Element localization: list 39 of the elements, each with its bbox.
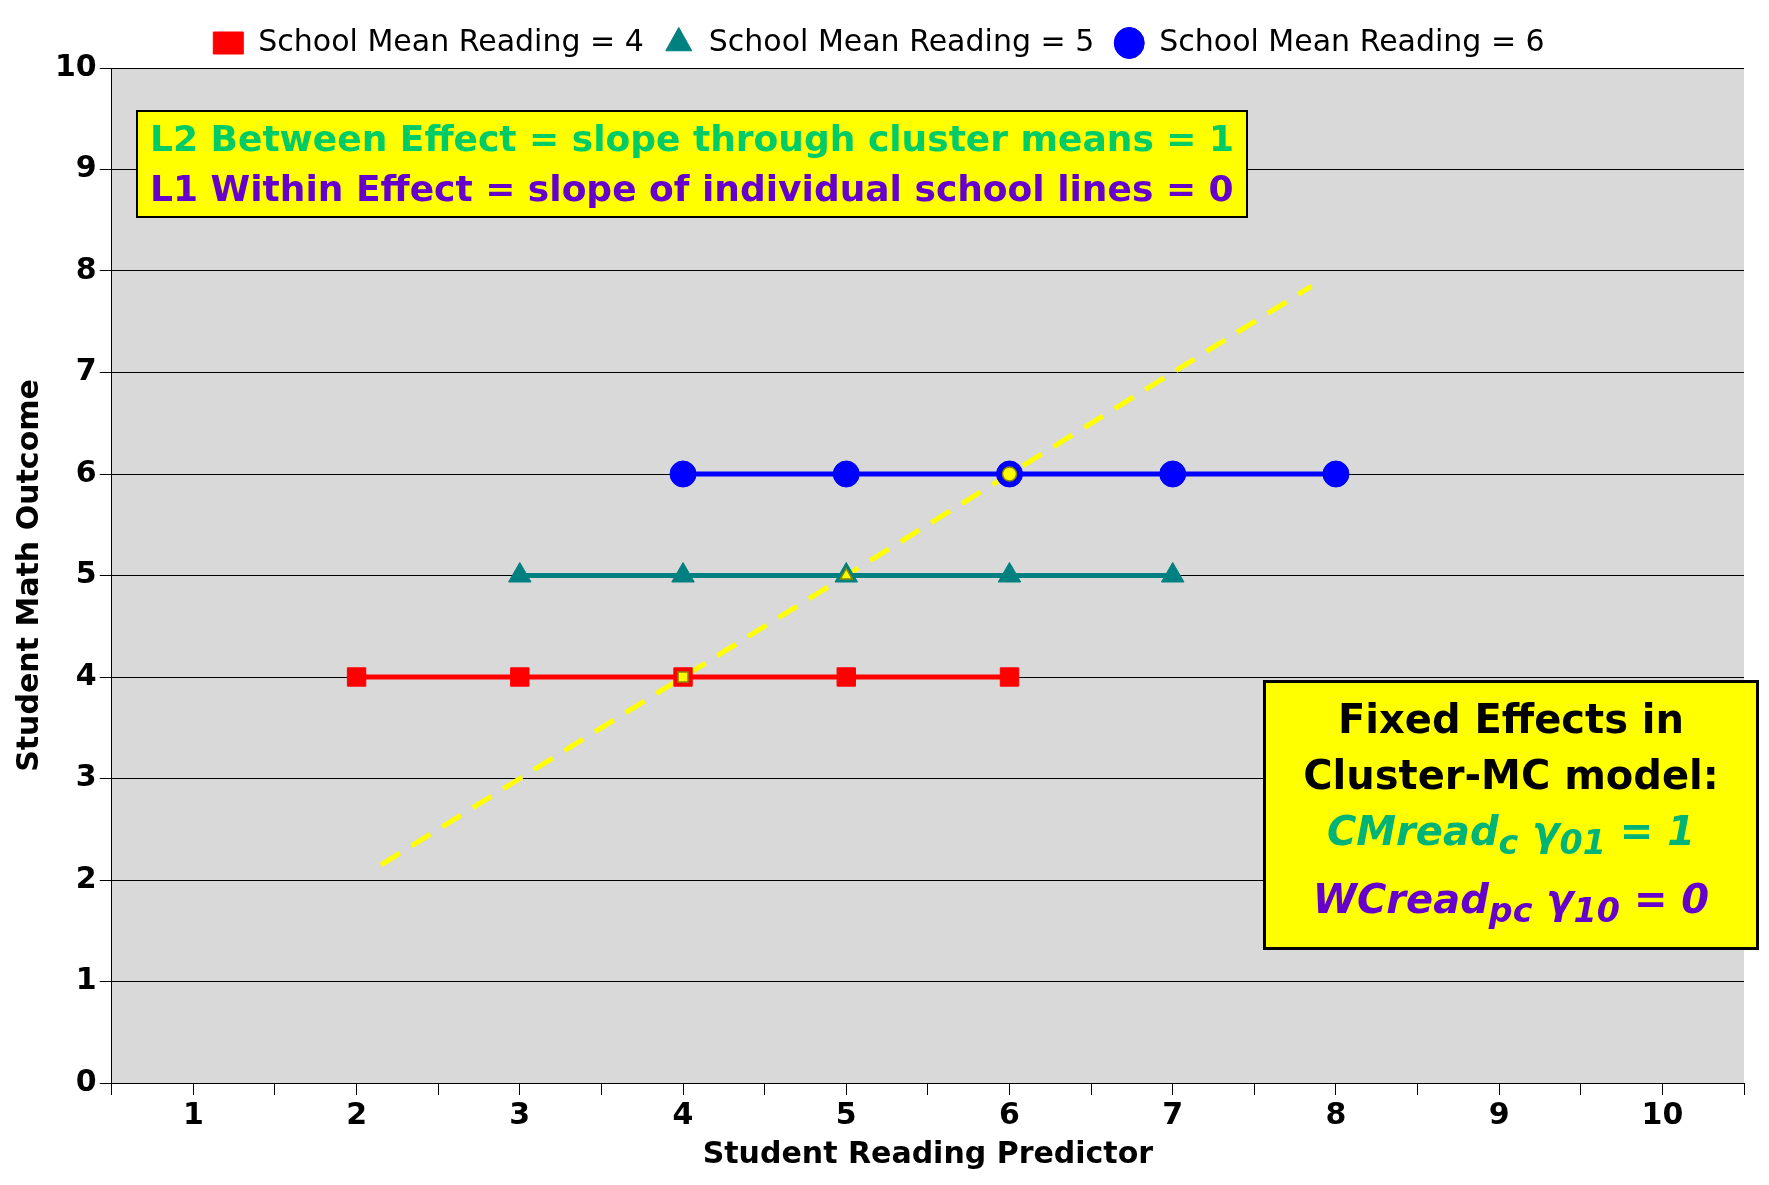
y-tick-label: 9 [75,149,97,185]
y-tick-label: 1 [75,961,97,997]
y-tick-label: 0 [75,1062,97,1098]
point [346,667,367,687]
y-tick-label: 7 [75,352,97,388]
x-tick-label: 9 [1488,1095,1510,1131]
legend-label: School Mean Reading = 6 [1159,22,1545,58]
legend-label: School Mean Reading = 4 [258,22,644,58]
x-tick-label: 1 [182,1095,204,1131]
point [1322,460,1350,488]
point [836,667,856,687]
point [1159,460,1187,488]
annotation: L1 Within Effect = slope of individual school lines = 0 [150,167,1235,211]
y-tick-label: 5 [75,555,97,591]
y-tick-label: 3 [75,758,97,794]
x-tick-label: 7 [1162,1095,1184,1131]
y-tick-label: 8 [75,250,97,286]
x-tick-label: 8 [1325,1095,1347,1131]
x-tick-label: 3 [509,1095,531,1131]
legend-label: School Mean Reading = 5 [708,22,1095,58]
x-tick-label: 2 [346,1095,368,1131]
y-tick-label: 10 [55,47,97,83]
annotation: Fixed Effects in Cluster-MC model: [1302,695,1720,800]
y-tick-label: 6 [75,453,97,489]
point [999,667,1020,687]
x-tick-label: 6 [999,1095,1020,1131]
annotation: CMread$_{c}$ γ$_{01}$ = 1 [1325,807,1697,864]
point [669,460,697,488]
y-tick-label: 4 [75,656,97,692]
annotation: WCread$_{pc}$ γ$_{10}$ = 0 [1311,875,1711,932]
x-tick-label: 4 [672,1095,694,1131]
x-axis-title: Student Reading Predictor [702,1134,1154,1170]
annotation: L2 Between Effect = slope through cluster means = 1 [150,117,1235,161]
y-tick-label: 2 [75,859,97,895]
x-tick-label: 5 [835,1095,857,1131]
y-axis-title: Student Math Outcome [9,379,45,772]
point [510,667,530,687]
point [832,460,860,488]
x-tick-label: 10 [1641,1095,1684,1131]
